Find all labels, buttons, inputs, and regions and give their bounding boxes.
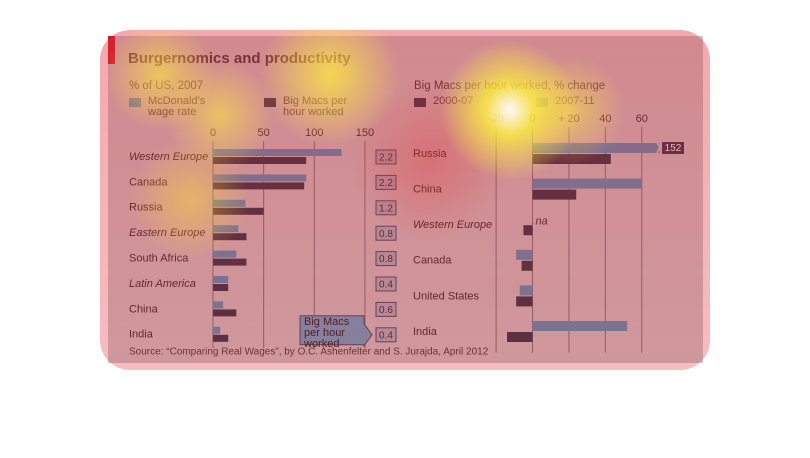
category-label: China — [129, 303, 159, 315]
bar — [213, 334, 229, 342]
bar — [213, 309, 237, 317]
legend-label: 2007-11 — [555, 95, 595, 107]
x-tick-label: 100 — [305, 127, 323, 139]
bar — [521, 260, 533, 271]
bar — [213, 182, 305, 190]
category-label: Russia — [413, 148, 448, 160]
annotation-value: 0.4 — [379, 280, 393, 291]
bar — [213, 301, 224, 309]
bar — [532, 189, 577, 200]
category-label: China — [413, 184, 443, 196]
legend-swatch — [536, 98, 548, 107]
legend-swatch — [129, 98, 141, 107]
annotation-value: 0.4 — [379, 330, 393, 341]
bar — [523, 225, 533, 236]
x-tick-label: 50 — [258, 127, 270, 139]
bar — [213, 199, 246, 207]
title: Burgernomics and productivity — [128, 50, 351, 67]
bar — [213, 284, 229, 291]
x-tick-label: 0 — [529, 113, 535, 125]
bar — [519, 285, 533, 296]
x-tick-label: + 20 — [558, 113, 580, 125]
category-label: Eastern Europe — [129, 227, 205, 239]
category-label: Canada — [129, 176, 168, 188]
bar — [213, 149, 342, 156]
bar — [213, 250, 237, 258]
category-label: Canada — [413, 255, 452, 267]
x-tick-label: 150 — [356, 127, 374, 139]
bar — [532, 154, 611, 164]
subtitle: Big Macs per hour worked, % change — [414, 80, 605, 92]
bar — [213, 157, 307, 164]
legend-label: Big Macs per hour worked — [283, 95, 348, 118]
bar — [213, 258, 247, 266]
bar — [213, 276, 229, 283]
bar — [213, 326, 221, 334]
annotation-value: 2.2 — [379, 178, 393, 189]
bar — [213, 207, 264, 215]
annotation-value: 0.8 — [379, 229, 393, 240]
category-label: India — [129, 329, 154, 341]
category-label: India — [413, 326, 438, 338]
bar — [516, 249, 533, 260]
x-tick-label: 0 — [210, 127, 216, 139]
x-tick-label: 60 — [636, 113, 648, 125]
annotation-value: 0.6 — [379, 305, 393, 316]
category-label: Latin America — [129, 278, 196, 290]
value-label: na — [536, 216, 548, 228]
bar — [532, 143, 660, 153]
legend-swatch — [414, 98, 426, 107]
bar — [213, 174, 307, 182]
subtitle: % of US, 2007 — [129, 80, 203, 92]
x-tick-label: 40 — [599, 113, 611, 125]
bar — [213, 233, 247, 241]
annotation-value: 2.2 — [379, 153, 393, 164]
category-label: Russia — [129, 202, 164, 214]
category-label: United States — [413, 290, 480, 302]
category-label: South Africa — [129, 253, 189, 265]
bar — [213, 225, 239, 233]
category-label: Western Europe — [129, 151, 208, 163]
annotation-value: 0.8 — [379, 254, 393, 265]
annotation-value: 1.2 — [379, 203, 393, 214]
legend-label: McDonald’s wage rate — [148, 95, 206, 118]
x-tick-label: -20 — [488, 113, 504, 125]
annotation-text: Big Macs per hour worked — [304, 315, 350, 350]
bar — [516, 296, 533, 307]
legend-swatch — [264, 98, 276, 107]
bar — [507, 332, 533, 342]
bar — [532, 321, 628, 331]
value-label: 152 — [665, 143, 682, 154]
bar — [532, 178, 642, 189]
accent-bar — [108, 36, 115, 64]
category-label: Western Europe — [413, 219, 492, 231]
legend-label: 2000-07 — [433, 95, 474, 107]
